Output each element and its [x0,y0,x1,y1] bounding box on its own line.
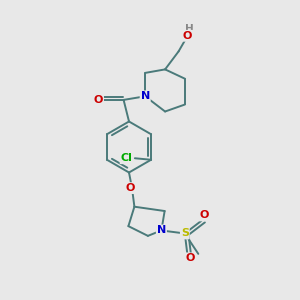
Text: O: O [200,211,209,220]
Text: Cl: Cl [121,153,132,163]
Text: O: O [94,95,103,105]
Text: N: N [141,91,150,101]
Text: O: O [126,183,135,193]
Text: S: S [181,229,189,238]
Text: N: N [157,226,166,236]
Text: O: O [185,254,195,263]
Text: H: H [185,24,194,34]
Text: O: O [183,31,192,41]
